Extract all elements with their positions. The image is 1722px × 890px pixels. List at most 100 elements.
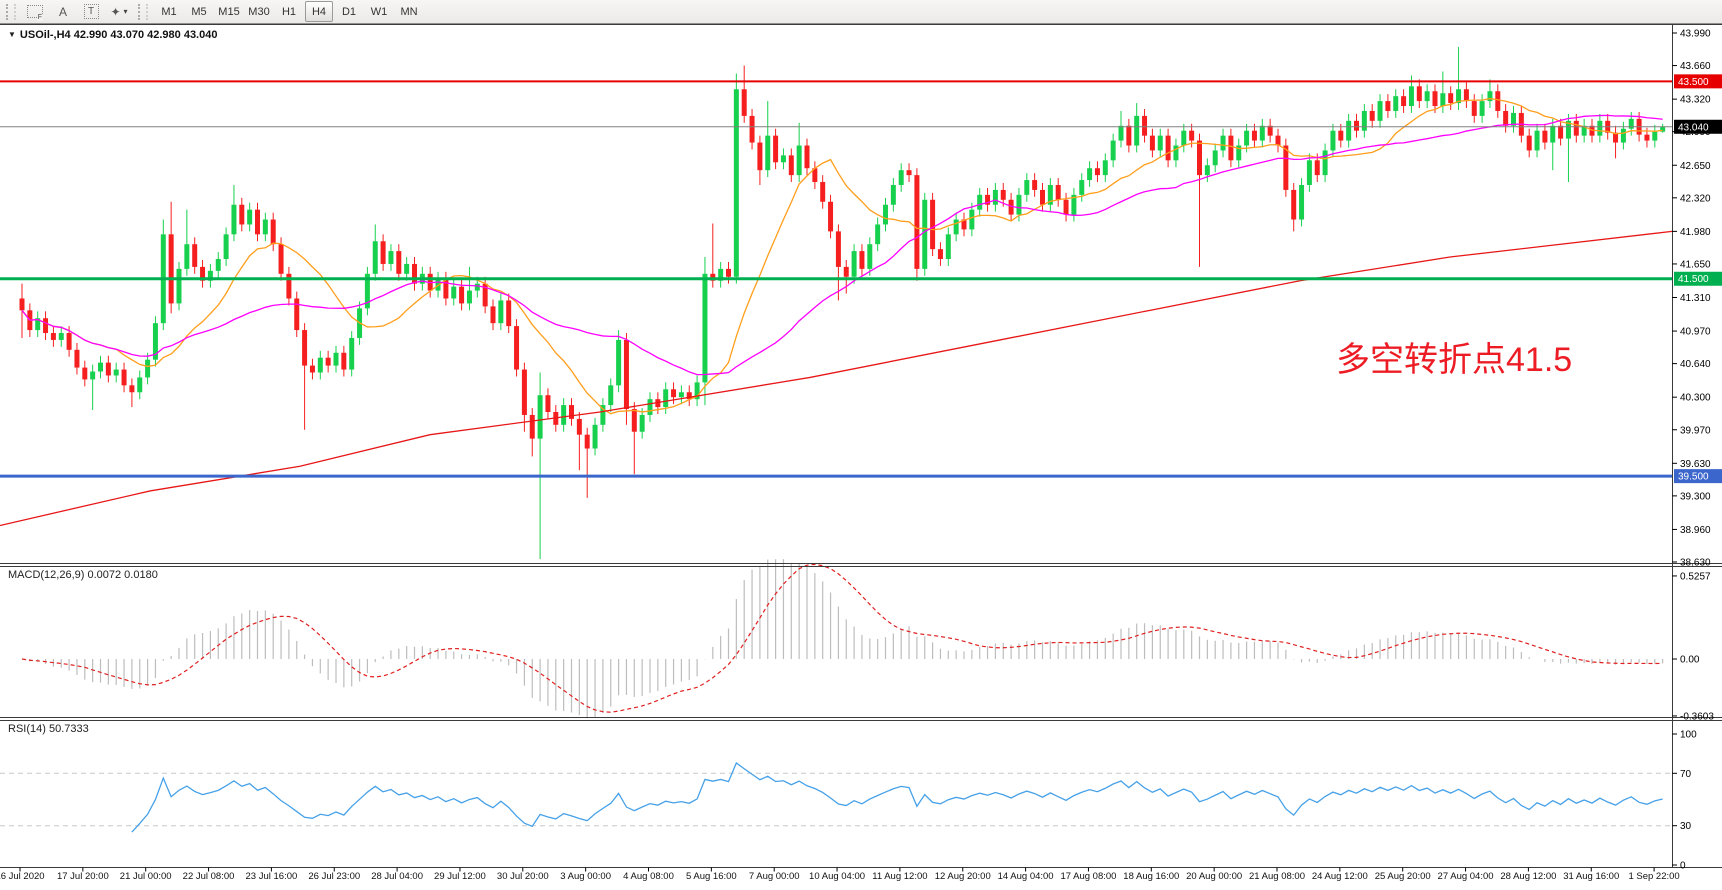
svg-text:39.500: 39.500 bbox=[1678, 472, 1709, 483]
indicator-axis[interactable]: 0.5257 0.00 -0.3603 100 70 30 0 bbox=[1672, 571, 1714, 872]
time-label: 22 Jul 08:00 bbox=[182, 871, 235, 882]
svg-text:0.00: 0.00 bbox=[1680, 655, 1700, 666]
svg-text:41.980: 41.980 bbox=[1680, 227, 1711, 238]
timeframe-M1[interactable]: M1 bbox=[161, 5, 177, 18]
timeframe-toolbar: M1 M5 M15 M30 H1 H4 D1 W1 MN bbox=[154, 1, 424, 22]
timeframe-H4[interactable]: H4 bbox=[305, 1, 333, 22]
time-label: 25 Aug 20:00 bbox=[1374, 871, 1431, 882]
rsi-indicator-label: RSI(14) 50.7333 bbox=[8, 723, 89, 735]
rsi-name: RSI(14) bbox=[8, 723, 46, 735]
timeframe-D1[interactable]: D1 bbox=[341, 5, 357, 18]
timeframe-M15[interactable]: M15 bbox=[218, 5, 240, 18]
time-label: 31 Aug 16:00 bbox=[1563, 871, 1620, 882]
time-label: 29 Jul 12:00 bbox=[434, 871, 486, 882]
time-label: 11 Aug 12:00 bbox=[872, 871, 928, 882]
letter-a-icon: A bbox=[58, 4, 67, 19]
timeframe-MN[interactable]: MN bbox=[400, 5, 418, 18]
time-label: 5 Aug 16:00 bbox=[685, 871, 737, 882]
svg-text:39.970: 39.970 bbox=[1680, 425, 1711, 436]
timeframe-W1[interactable]: W1 bbox=[370, 5, 388, 18]
text-box-button[interactable]: T bbox=[78, 1, 104, 23]
svg-text:42.320: 42.320 bbox=[1680, 193, 1711, 204]
time-label: 28 Jul 04:00 bbox=[371, 871, 423, 882]
macd-signal-line bbox=[21, 563, 1663, 713]
time-label: 12 Aug 20:00 bbox=[934, 871, 991, 882]
timeframe-M5[interactable]: M5 bbox=[191, 5, 207, 18]
arrows-icon: ✦ bbox=[110, 4, 121, 19]
time-label: 24 Aug 12:00 bbox=[1311, 871, 1368, 882]
macd-values: 0.0072 0.0180 bbox=[87, 569, 158, 581]
time-label: 30 Jul 20:00 bbox=[496, 871, 549, 882]
medium-ma bbox=[21, 114, 1663, 376]
time-label: 18 Aug 16:00 bbox=[1123, 871, 1180, 882]
svg-text:43.320: 43.320 bbox=[1680, 95, 1711, 106]
time-label: 21 Jul 00:00 bbox=[119, 871, 172, 882]
svg-text:39.630: 39.630 bbox=[1680, 459, 1711, 470]
svg-text:30: 30 bbox=[1680, 821, 1692, 832]
svg-text:43.660: 43.660 bbox=[1680, 61, 1711, 72]
ohlc-readout: 42.990 43.070 42.980 43.040 bbox=[73, 29, 218, 41]
time-label: 1 Sep 22:00 bbox=[1628, 871, 1680, 882]
macd-histogram bbox=[29, 559, 1664, 719]
svg-text:-0.3603: -0.3603 bbox=[1680, 711, 1714, 722]
symbol-period-label: USOil-,H4 bbox=[19, 29, 71, 41]
time-label: 26 Jul 23:00 bbox=[308, 871, 361, 882]
fast-ma bbox=[21, 97, 1663, 415]
slow-ma bbox=[0, 230, 1673, 527]
svg-text:43.500: 43.500 bbox=[1678, 77, 1709, 88]
time-label: 21 Aug 08:00 bbox=[1249, 871, 1305, 882]
svg-text:0.5257: 0.5257 bbox=[1680, 571, 1711, 582]
time-label: 3 Aug 00:00 bbox=[560, 871, 611, 882]
chart-template-button[interactable]: F bbox=[22, 1, 48, 23]
timeframe-H1[interactable]: H1 bbox=[281, 5, 297, 18]
svg-text:70: 70 bbox=[1680, 769, 1692, 780]
time-label: 27 Aug 04:00 bbox=[1437, 871, 1494, 882]
time-label: 4 Aug 08:00 bbox=[623, 871, 674, 882]
time-label: 20 Aug 00:00 bbox=[1186, 871, 1243, 882]
svg-text:38.630: 38.630 bbox=[1680, 558, 1711, 569]
collapse-triangle-icon[interactable]: ▼ bbox=[8, 30, 16, 39]
time-label: 23 Jul 16:00 bbox=[245, 871, 298, 882]
svg-text:0: 0 bbox=[1680, 861, 1686, 872]
time-label: 14 Aug 04:00 bbox=[997, 871, 1054, 882]
svg-text:40.970: 40.970 bbox=[1680, 327, 1711, 338]
svg-text:39.300: 39.300 bbox=[1680, 491, 1711, 502]
time-label: 7 Aug 00:00 bbox=[748, 871, 800, 882]
symbol-title[interactable]: ▼ USOil-,H4 42.990 43.070 42.980 43.040 bbox=[8, 29, 217, 41]
svg-text:41.500: 41.500 bbox=[1678, 274, 1709, 285]
svg-text:100: 100 bbox=[1680, 730, 1697, 741]
text-box-icon: T bbox=[83, 4, 99, 19]
price-axis[interactable]: 43.99043.66043.32042.99042.65042.32041.9… bbox=[1672, 29, 1722, 569]
timeframe-M30[interactable]: M30 bbox=[248, 5, 270, 18]
time-label: 10 Aug 04:00 bbox=[809, 871, 866, 882]
chart-text-annotation[interactable]: 多空转折点41.5 bbox=[1336, 341, 1573, 379]
top-toolbar: F A T ✦ ▾ M1 M5 M15 M30 H1 H4 D1 W1 MN bbox=[0, 0, 1722, 24]
svg-text:43.990: 43.990 bbox=[1680, 29, 1711, 40]
chevron-down-icon: ▾ bbox=[123, 7, 128, 16]
macd-name: MACD(12,26,9) bbox=[8, 569, 85, 581]
svg-text:41.310: 41.310 bbox=[1680, 293, 1711, 304]
arrow-objects-button[interactable]: ✦ ▾ bbox=[106, 1, 132, 23]
moving-averages bbox=[0, 97, 1673, 527]
time-axis[interactable]: 16 Jul 2020 17 Jul 20:00 21 Jul 00:00 22 Ju… bbox=[0, 869, 1722, 890]
svg-text:38.960: 38.960 bbox=[1680, 525, 1711, 536]
svg-text:41.650: 41.650 bbox=[1680, 259, 1711, 270]
template-grid-icon: F bbox=[27, 5, 43, 21]
svg-text:40.640: 40.640 bbox=[1680, 359, 1711, 370]
svg-text:40.300: 40.300 bbox=[1680, 393, 1711, 404]
horizontal-levels[interactable] bbox=[0, 80, 1672, 478]
rsi-value: 50.7333 bbox=[48, 723, 89, 735]
text-label-button[interactable]: A bbox=[50, 1, 76, 23]
svg-text:43.040: 43.040 bbox=[1678, 122, 1709, 133]
toolbar-grip[interactable] bbox=[6, 3, 16, 20]
time-label: 16 Jul 2020 bbox=[0, 871, 45, 882]
svg-text:42.650: 42.650 bbox=[1680, 161, 1711, 172]
toolbar-grip-2[interactable] bbox=[138, 3, 148, 20]
time-label: 28 Aug 12:00 bbox=[1500, 871, 1557, 882]
time-label: 17 Jul 20:00 bbox=[56, 871, 109, 882]
time-label: 17 Aug 08:00 bbox=[1060, 871, 1117, 882]
macd-indicator-label: MACD(12,26,9) 0.0072 0.0180 bbox=[8, 569, 158, 581]
rsi-line bbox=[131, 761, 1663, 833]
